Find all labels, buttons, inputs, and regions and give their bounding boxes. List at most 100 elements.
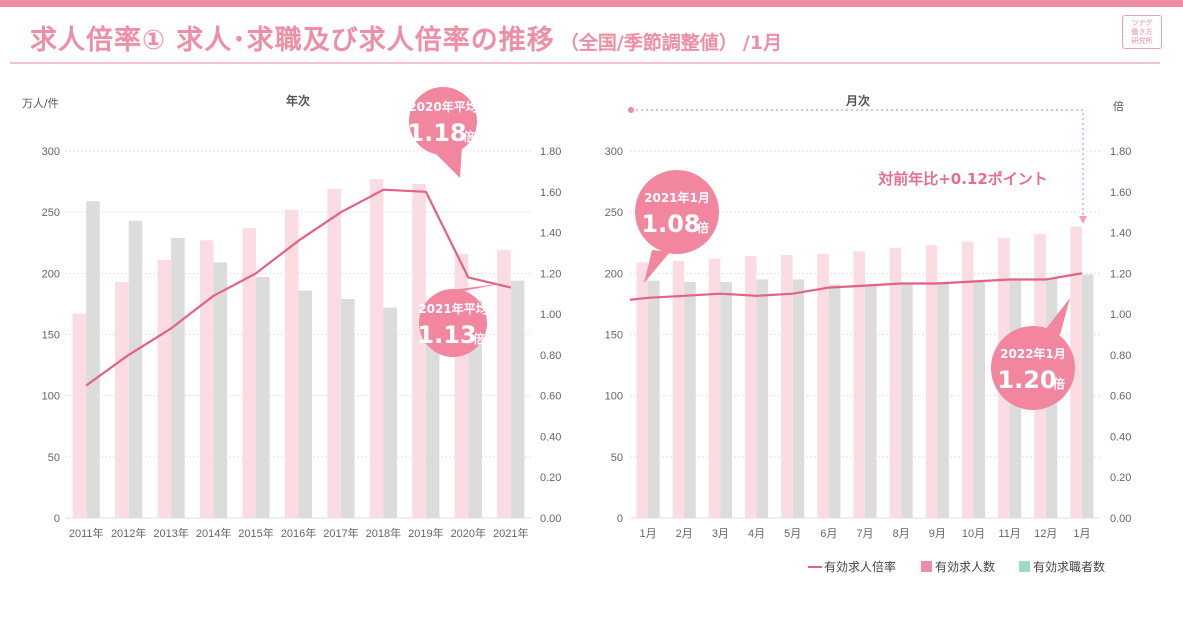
top-accent-bar <box>0 0 1183 7</box>
bar-job-openings <box>200 240 214 518</box>
bar-job-seekers <box>86 201 100 518</box>
yoy-annotation: 対前年比+0.12ポイント <box>628 107 1087 224</box>
x-tick-label: 6月 <box>820 528 837 540</box>
legend-line-label: 有効求人倍率 <box>824 559 896 574</box>
y-right-tick-label: 1.60 <box>540 187 561 199</box>
y-right-tick-label: 0.60 <box>1110 391 1131 403</box>
legend-bar2-label: 有効求職者数 <box>1033 559 1105 574</box>
callout-circle <box>635 170 719 254</box>
y-left-tick-label: 250 <box>42 207 60 219</box>
bar-job-seekers <box>171 237 185 518</box>
bar-job-seekers <box>383 307 397 518</box>
bar-job-openings <box>636 262 649 518</box>
y-left-tick-label: 150 <box>42 330 60 342</box>
y-right-tick-label: 0.00 <box>540 513 561 525</box>
x-tick-label: 1月 <box>1073 528 1090 540</box>
x-tick-label: 2021年 <box>493 526 528 540</box>
callout-value: 1.20 <box>997 366 1056 394</box>
chart-monthly: 300 250 200 150 100 50 0 1.80 1.60 1.40 1.20 1.00 0.… <box>605 93 1132 540</box>
bar-job-seekers <box>298 290 313 518</box>
callout-unit: 倍 <box>473 331 485 346</box>
callout-circle <box>409 87 477 155</box>
y-right-tick-label: 1.80 <box>540 146 561 158</box>
y-right-tick-label: 1.00 <box>540 309 561 321</box>
bar-job-openings <box>817 253 829 518</box>
y-left-tick-label: 200 <box>42 268 60 280</box>
callout-bubble: 2021年1月 1.08倍 <box>635 170 719 283</box>
bar-job-openings <box>889 247 902 519</box>
bar-job-openings <box>284 209 299 518</box>
y-right-tick-label: 1.20 <box>540 268 561 280</box>
bar-job-seekers <box>648 280 660 518</box>
bar-job-seekers <box>901 283 913 518</box>
callout-title: 2021年1月 <box>644 190 710 205</box>
chart-legend: 有効求人倍率 有効求人数 有効求職者数 <box>808 559 1105 574</box>
y-right-tick-label: 0.00 <box>1110 513 1131 525</box>
callout-value: 1.13 <box>417 321 476 349</box>
x-tick-label: 2011年 <box>69 526 104 540</box>
y-left-tick-label: 300 <box>42 146 60 158</box>
bar-job-openings <box>925 245 938 519</box>
x-tick-label: 1月 <box>640 528 657 540</box>
callout-unit: 倍 <box>463 129 475 144</box>
y-left-tick-label: 100 <box>42 391 60 403</box>
bar-job-seekers <box>468 300 482 518</box>
x-tick-label: 2017年 <box>323 526 358 540</box>
y-left-tick-label: 50 <box>611 452 623 464</box>
bar-job-openings <box>157 259 172 518</box>
callout-tail <box>1045 298 1070 335</box>
x-tick-label: 2019年 <box>408 526 443 540</box>
x-tick-label: 10月 <box>962 528 985 540</box>
bar-job-seekers <box>937 281 949 518</box>
bar-job-seekers <box>340 299 355 518</box>
bar-job-openings <box>242 228 257 518</box>
x-tick-label: 7月 <box>856 528 873 540</box>
bar-job-openings <box>497 250 511 518</box>
bar-job-seekers <box>128 220 143 519</box>
bar-job-openings <box>708 258 721 518</box>
bar-job-openings <box>781 254 793 518</box>
bar-job-openings <box>115 281 129 518</box>
callout-title: 2021年平均 <box>418 301 487 316</box>
callout-tail <box>644 250 670 283</box>
x-tick-label: 8月 <box>893 528 910 540</box>
brand-logo-line: 研究所 <box>1131 37 1153 45</box>
bar-job-seekers <box>973 281 986 518</box>
title-underline <box>10 62 1160 64</box>
bar-job-openings <box>72 313 87 518</box>
line-job-ratio <box>629 272 1083 301</box>
bar-job-openings <box>853 251 865 518</box>
bar-job-openings <box>744 256 757 518</box>
page-title: 求人倍率① 求人･求職及び求人倍率の推移 （全国/季節調整値） /1月 <box>30 18 782 58</box>
brand-logo: ツナグ 働き方 研究所 <box>1122 15 1162 49</box>
bar-job-openings <box>1070 226 1082 518</box>
bar-job-seekers <box>256 277 270 518</box>
page-title-main: 求人倍率① 求人･求職及び求人倍率の推移 <box>30 25 555 56</box>
x-tick-label: 12月 <box>1034 528 1057 540</box>
x-tick-label: 2018年 <box>366 526 401 540</box>
y-right-tick-label: 0.80 <box>540 350 561 362</box>
y-right-tick-label: 0.40 <box>540 431 561 443</box>
x-tick-label: 2016年 <box>281 526 316 540</box>
callout-unit: 倍 <box>697 220 709 235</box>
x-tick-label: 5月 <box>784 528 801 540</box>
annotation-text: 対前年比+0.12ポイント <box>877 170 1048 188</box>
legend-bar2-swatch <box>1019 561 1030 572</box>
y-left-axis-label: 万人/件 <box>22 97 59 110</box>
legend-bar1-label: 有効求人数 <box>935 559 995 574</box>
annotation-connector <box>631 109 1084 218</box>
bar-job-seekers <box>720 281 732 518</box>
annotation-arrowhead <box>1079 216 1087 224</box>
callout-unit: 倍 <box>1053 376 1065 391</box>
y-left-tick-label: 150 <box>605 330 623 342</box>
callout-value: 1.08 <box>641 210 700 238</box>
bar-job-openings <box>412 184 426 518</box>
y-right-tick-label: 0.20 <box>540 472 561 484</box>
x-tick-label: 2月 <box>676 528 693 540</box>
x-tick-label: 2020年 <box>451 526 486 540</box>
chart-header: 年次 <box>286 93 310 108</box>
bar-job-openings <box>961 241 974 518</box>
callout-circle <box>419 289 487 357</box>
bar-job-openings <box>369 179 384 519</box>
